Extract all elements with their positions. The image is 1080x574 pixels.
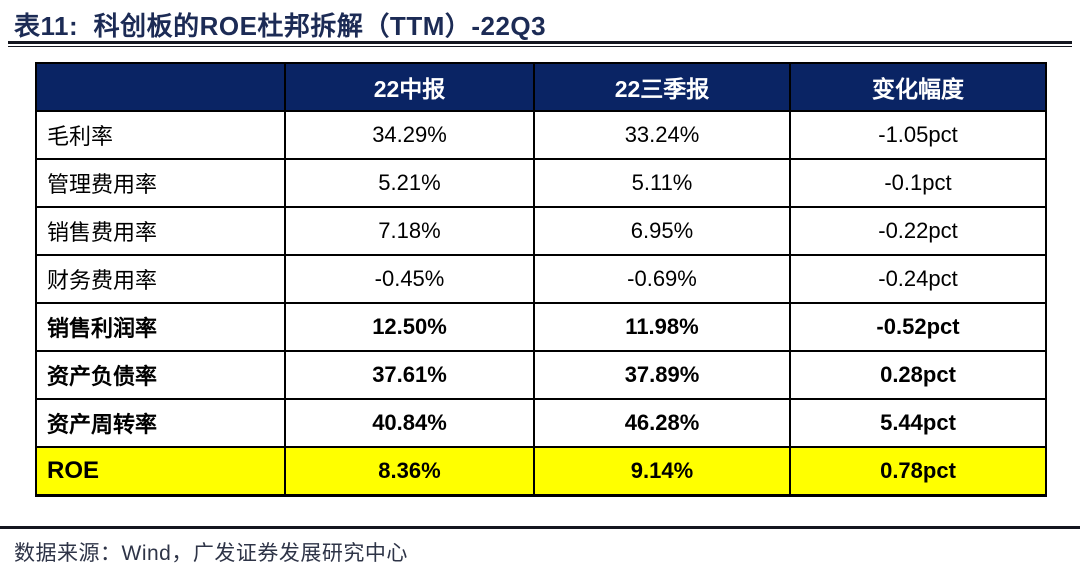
- column-header-metric: [35, 62, 286, 112]
- value-cell: -0.1pct: [789, 158, 1047, 208]
- table-row-profit-margin: 销售利润率 12.50% 11.98% -0.52pct: [35, 302, 1047, 352]
- table-row-admin-expense: 管理费用率 5.21% 5.11% -0.1pct: [35, 158, 1047, 208]
- value-cell: 33.24%: [533, 110, 791, 160]
- value-cell: -0.52pct: [789, 302, 1047, 352]
- value-cell: 5.11%: [533, 158, 791, 208]
- row-label: 销售利润率: [35, 302, 286, 352]
- row-label: 资产负债率: [35, 350, 286, 400]
- table-row-asset-turnover: 资产周转率 40.84% 46.28% 5.44pct: [35, 398, 1047, 448]
- value-cell: 11.98%: [533, 302, 791, 352]
- value-cell: -0.24pct: [789, 254, 1047, 304]
- value-cell: 37.89%: [533, 350, 791, 400]
- value-cell: 37.61%: [284, 350, 535, 400]
- value-cell: -0.45%: [284, 254, 535, 304]
- value-cell: 0.28pct: [789, 350, 1047, 400]
- value-cell: 0.78pct: [789, 446, 1047, 497]
- source-note: 数据来源：Wind，广发证券发展研究中心: [14, 542, 408, 565]
- value-cell: -0.69%: [533, 254, 791, 304]
- row-label: 管理费用率: [35, 158, 286, 208]
- table-row-selling-expense: 销售费用率 7.18% 6.95% -0.22pct: [35, 206, 1047, 256]
- row-label: 销售费用率: [35, 206, 286, 256]
- value-cell: -1.05pct: [789, 110, 1047, 160]
- title-divider-thick: [8, 41, 1072, 44]
- row-label: 资产周转率: [35, 398, 286, 448]
- column-header-22h1: 22中报: [284, 62, 535, 112]
- value-cell: 40.84%: [284, 398, 535, 448]
- value-cell: 6.95%: [533, 206, 791, 256]
- row-label: ROE: [35, 446, 286, 497]
- table-row-gross-margin: 毛利率 34.29% 33.24% -1.05pct: [35, 110, 1047, 160]
- value-cell: 8.36%: [284, 446, 535, 497]
- roe-dupont-table: 22中报 22三季报 变化幅度 毛利率 34.29% 33.24% -1.05p…: [35, 62, 1047, 497]
- column-header-22q3: 22三季报: [533, 62, 791, 112]
- value-cell: 5.21%: [284, 158, 535, 208]
- value-cell: 7.18%: [284, 206, 535, 256]
- value-cell: 5.44pct: [789, 398, 1047, 448]
- table-row-finance-expense: 财务费用率 -0.45% -0.69% -0.24pct: [35, 254, 1047, 304]
- title-divider-thin: [8, 46, 1072, 47]
- column-header-change: 变化幅度: [789, 62, 1047, 112]
- value-cell: 12.50%: [284, 302, 535, 352]
- value-cell: 34.29%: [284, 110, 535, 160]
- page-title: 表11: 科创板的ROE杜邦拆解（TTM）-22Q3: [14, 11, 547, 41]
- row-label: 财务费用率: [35, 254, 286, 304]
- table-row-roe: ROE 8.36% 9.14% 0.78pct: [35, 446, 1047, 497]
- table-header-row: 22中报 22三季报 变化幅度: [35, 62, 1047, 112]
- value-cell: -0.22pct: [789, 206, 1047, 256]
- value-cell: 46.28%: [533, 398, 791, 448]
- table-row-debt-ratio: 资产负债率 37.61% 37.89% 0.28pct: [35, 350, 1047, 400]
- row-label: 毛利率: [35, 110, 286, 160]
- footer-divider: [0, 526, 1080, 529]
- value-cell: 9.14%: [533, 446, 791, 497]
